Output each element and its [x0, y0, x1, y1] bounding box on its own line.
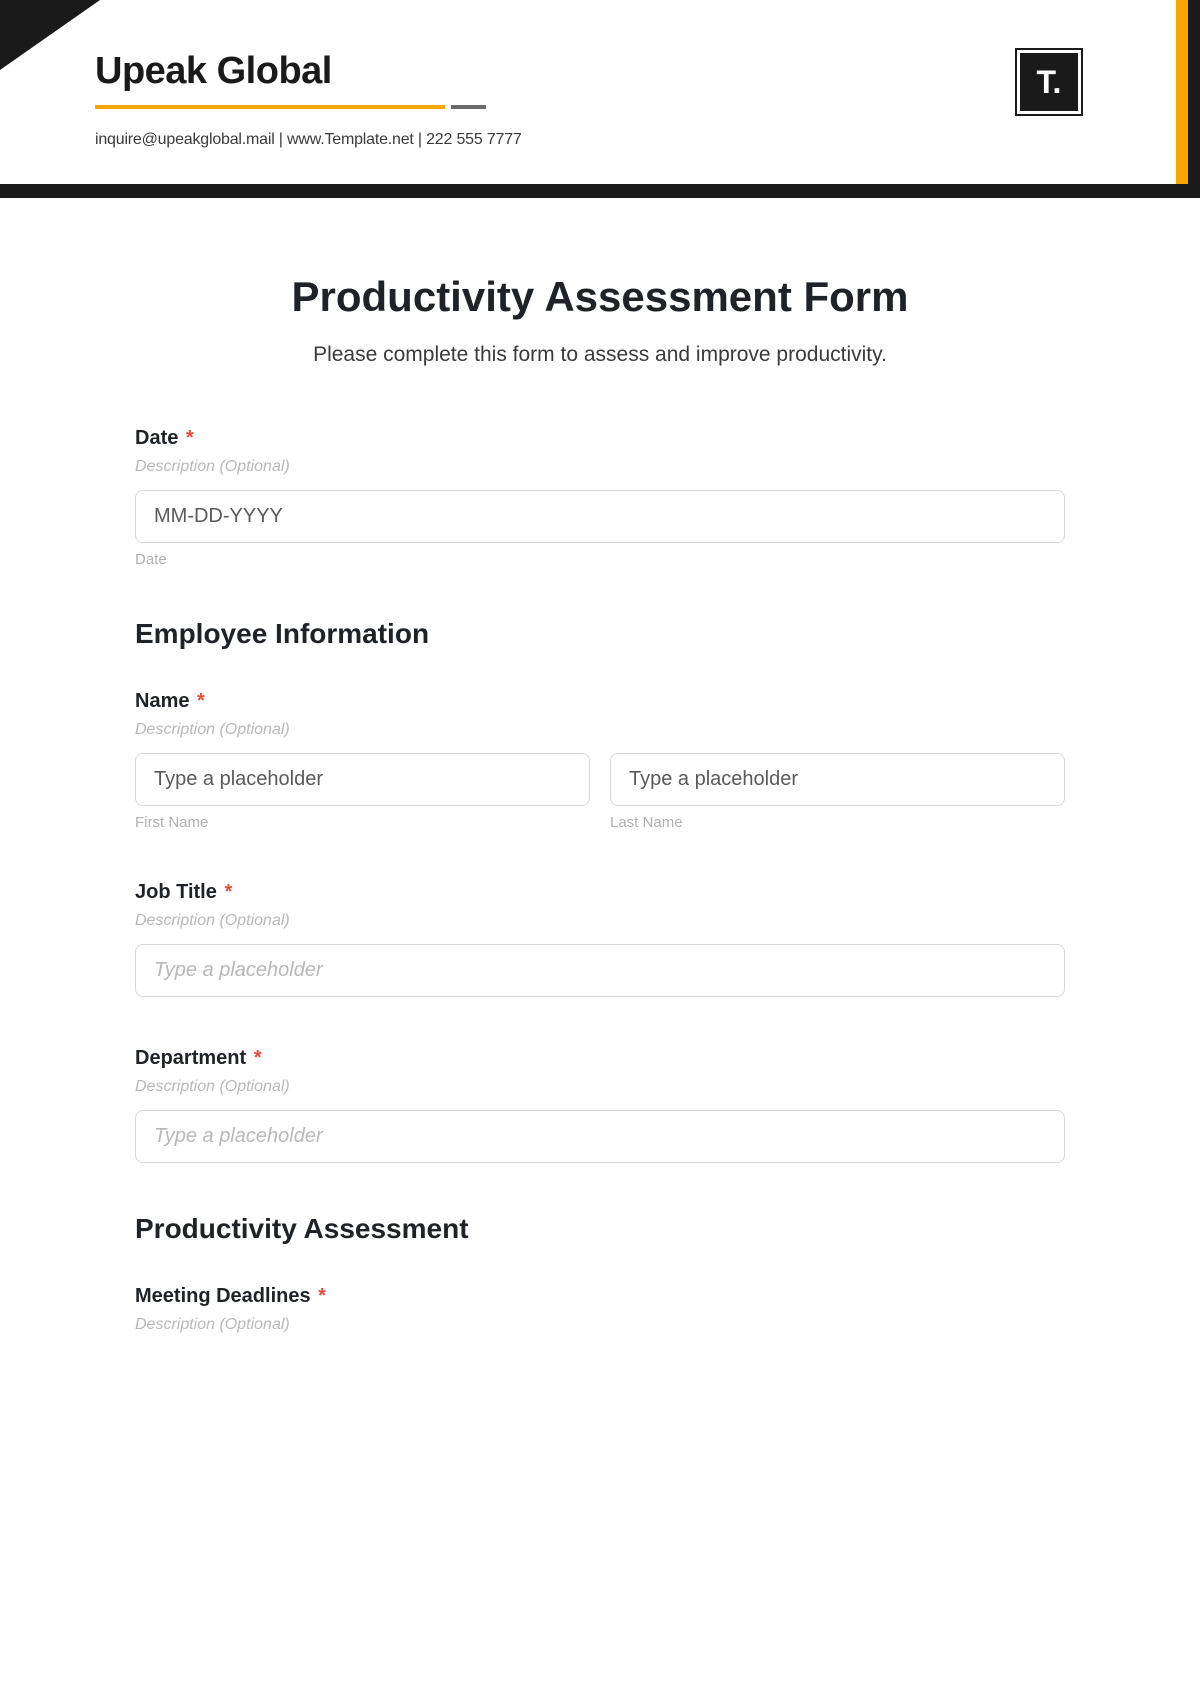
logo-text: T.	[1037, 64, 1062, 101]
underline-gray	[451, 105, 486, 109]
header-wrapper: Upeak Global inquire@upeakglobal.mail | …	[0, 0, 1200, 198]
underline-accent	[95, 105, 445, 109]
first-name-col: First Name	[135, 753, 590, 831]
job-title-description-hint: Description (Optional)	[135, 912, 1065, 930]
header-corner-triangle	[0, 0, 100, 70]
header-inner: Upeak Global inquire@upeakglobal.mail | …	[0, 0, 1188, 184]
last-name-input[interactable]	[610, 753, 1065, 806]
form-container: Productivity Assessment Form Please comp…	[0, 198, 1200, 1424]
name-label-text: Name	[135, 690, 189, 712]
contact-sep-1: |	[275, 131, 287, 148]
company-block: Upeak Global inquire@upeakglobal.mail | …	[95, 50, 1017, 149]
required-mark: *	[186, 427, 194, 449]
date-description-hint: Description (Optional)	[135, 458, 1065, 476]
meeting-deadlines-field-group: Meeting Deadlines * Description (Optiona…	[135, 1285, 1065, 1334]
required-mark: *	[224, 881, 232, 903]
contact-sep-2: |	[414, 131, 426, 148]
date-label-text: Date	[135, 427, 178, 449]
name-label: Name *	[135, 690, 1065, 713]
first-name-input[interactable]	[135, 753, 590, 806]
underline-decoration	[95, 105, 1017, 109]
job-title-label: Job Title *	[135, 881, 1065, 904]
contact-phone: 222 555 7777	[426, 131, 521, 148]
job-title-label-text: Job Title	[135, 881, 217, 903]
required-mark: *	[254, 1047, 262, 1069]
department-field-group: Department * Description (Optional)	[135, 1047, 1065, 1163]
required-mark: *	[318, 1285, 326, 1307]
department-label-text: Department	[135, 1047, 246, 1069]
logo-box: T.	[1017, 50, 1081, 114]
contact-website: www.Template.net	[287, 131, 414, 148]
department-description-hint: Description (Optional)	[135, 1078, 1065, 1096]
name-description-hint: Description (Optional)	[135, 721, 1065, 739]
company-name: Upeak Global	[95, 50, 1017, 93]
date-label: Date *	[135, 427, 1065, 450]
meeting-deadlines-description-hint: Description (Optional)	[135, 1316, 1065, 1334]
last-name-sublabel: Last Name	[610, 814, 1065, 831]
form-subtitle: Please complete this form to assess and …	[135, 343, 1065, 367]
date-sublabel: Date	[135, 551, 1065, 568]
name-row: First Name Last Name	[135, 753, 1065, 831]
first-name-sublabel: First Name	[135, 814, 590, 831]
department-label: Department *	[135, 1047, 1065, 1070]
form-title: Productivity Assessment Form	[135, 273, 1065, 321]
required-mark: *	[197, 690, 205, 712]
last-name-col: Last Name	[610, 753, 1065, 831]
meeting-deadlines-label: Meeting Deadlines *	[135, 1285, 1065, 1308]
date-field-group: Date * Description (Optional) Date	[135, 427, 1065, 568]
assessment-section-heading: Productivity Assessment	[135, 1213, 1065, 1245]
job-title-input[interactable]	[135, 944, 1065, 997]
date-input[interactable]	[135, 490, 1065, 543]
header-top-row: Upeak Global inquire@upeakglobal.mail | …	[95, 50, 1081, 149]
employee-section-heading: Employee Information	[135, 618, 1065, 650]
header-bottom-bar	[0, 184, 1200, 198]
department-input[interactable]	[135, 1110, 1065, 1163]
name-field-group: Name * Description (Optional) First Name…	[135, 690, 1065, 831]
meeting-deadlines-label-text: Meeting Deadlines	[135, 1285, 311, 1307]
job-title-field-group: Job Title * Description (Optional)	[135, 881, 1065, 997]
contact-email: inquire@upeakglobal.mail	[95, 131, 275, 148]
contact-line: inquire@upeakglobal.mail | www.Template.…	[95, 131, 1017, 149]
